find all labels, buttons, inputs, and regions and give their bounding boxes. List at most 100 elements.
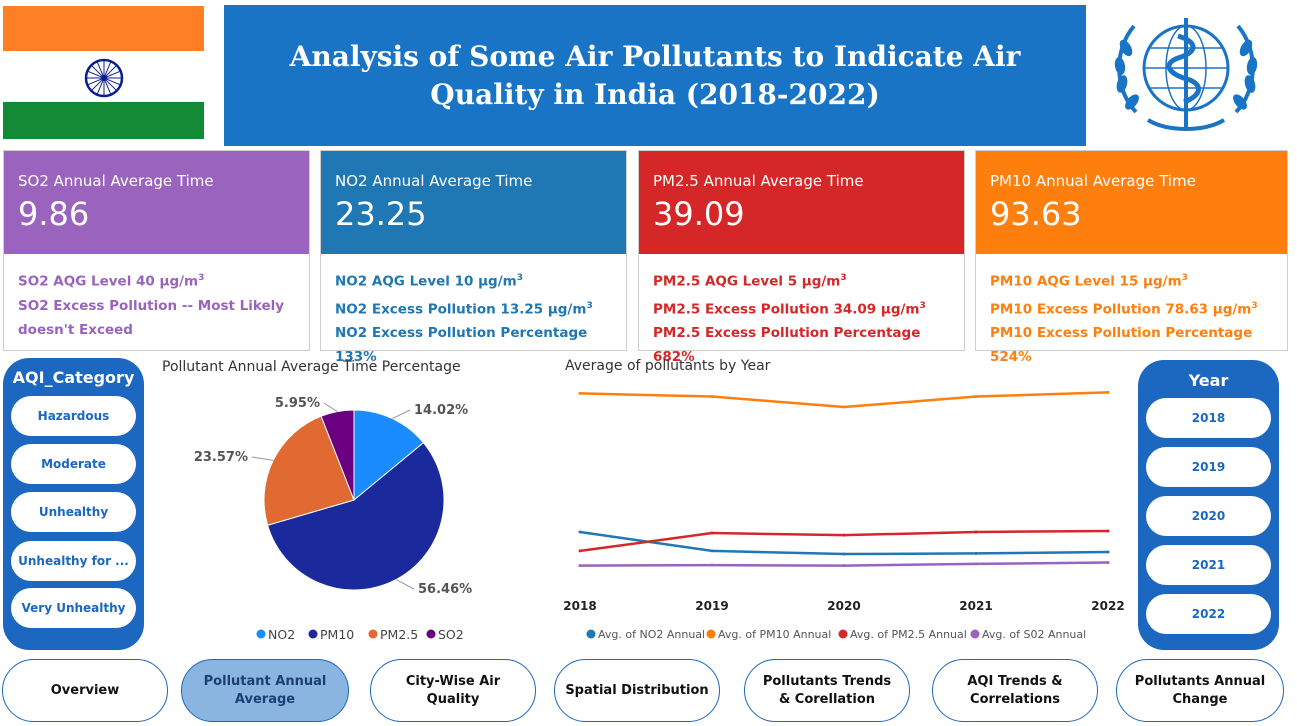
aqi-option-moderate[interactable]: Moderate (11, 444, 136, 484)
pie-slice-so2[interactable] (320, 409, 355, 501)
pm10-card-value: 93.63 (990, 195, 1082, 233)
line-point-avg-of-pm10-annual-2020[interactable] (842, 405, 846, 409)
no2-card: NO2 Annual Average Time 23.25 NO2 AQG Le… (320, 150, 627, 365)
pie-legend-marker-pm2-5 (368, 629, 378, 639)
so2-card-title: SO2 Annual Average Time (18, 172, 214, 190)
pm25-card-title: PM2.5 Annual Average Time (653, 172, 864, 190)
line-point-avg-of-pm2-5-annual-2018[interactable] (578, 549, 582, 553)
line-point-avg-of-s02-annual-2021[interactable] (974, 562, 978, 566)
nav-spatial-distribution-button[interactable]: Spatial Distribution (554, 659, 720, 722)
so2-aqg-level: SO2 AQG Level 40 μg/m3 (18, 273, 205, 290)
pie-slice-pm10[interactable] (266, 442, 445, 591)
line-point-avg-of-pm10-annual-2018[interactable] (578, 391, 582, 395)
line-legend-label-avg-of-no2-annual[interactable]: Avg. of NO2 Annual (598, 628, 705, 641)
line-point-avg-of-no2-annual-2022[interactable] (1106, 550, 1110, 554)
pie-legend-marker-no2 (256, 629, 266, 639)
no2-aqg-level: NO2 AQG Level 10 μg/m3 (335, 273, 523, 290)
year-option-2018[interactable]: 2018 (1146, 398, 1271, 438)
pie-legend-label-so2[interactable]: SO2 (438, 627, 464, 642)
line-chart: 2018 2019 2020 2021 2022 Avg. of NO2 Annual Av… (563, 390, 1125, 641)
line-point-avg-of-no2-annual-2019[interactable] (710, 549, 714, 553)
pie-slice-no2[interactable] (353, 409, 425, 502)
so2-card: SO2 Annual Average Time 9.86 SO2 AQG Lev… (3, 150, 310, 351)
line-point-avg-of-pm10-annual-2019[interactable] (710, 395, 714, 399)
pie-legend-label-pm2-5[interactable]: PM2.5 (380, 627, 418, 642)
nav-city-wise-air-quality-button[interactable]: City-Wise Air Quality (370, 659, 536, 722)
line-legend-marker-avg-of-pm10-annual (706, 629, 716, 639)
line-point-avg-of-pm2-5-annual-2019[interactable] (710, 531, 714, 535)
line-legend-label-avg-of-pm10-annual[interactable]: Avg. of PM10 Annual (718, 628, 831, 641)
pie-leader-line-pm2-5 (251, 456, 274, 461)
x-tick-label-2019: 2019 (695, 599, 728, 613)
line-series-avg-of-pm10-annual[interactable] (579, 391, 1109, 409)
no2-excess-percentage: NO2 Excess Pollution Percentage 133% (335, 325, 588, 365)
pm10-excess-percentage: PM10 Excess Pollution Percentage 524% (990, 325, 1253, 365)
pm25-card: PM2.5 Annual Average Time 39.09 PM2.5 AQ… (638, 150, 965, 365)
line-point-avg-of-no2-annual-2021[interactable] (974, 551, 978, 555)
line-point-avg-of-s02-annual-2018[interactable] (578, 564, 582, 568)
nav-pollutant-annual-average-button[interactable]: Pollutant Annual Average (181, 659, 349, 722)
pie-chart: 14.02% 56.46% 23.57% 5.95% NO2 PM10 PM2.5 SO2 (194, 396, 472, 642)
line-point-avg-of-s02-annual-2019[interactable] (710, 563, 714, 567)
pm25-excess-pollution: PM2.5 Excess Pollution 34.09 μg/m3 (653, 300, 926, 318)
aqi-slicer-title: AQI_Category (12, 368, 135, 387)
aqi-option-unhealthy[interactable]: Unhealthy (11, 492, 136, 532)
nav-overview-button[interactable]: Overview (2, 659, 168, 722)
aqi-option-hazardous[interactable]: Hazardous (11, 396, 136, 436)
line-point-avg-of-s02-annual-2022[interactable] (1106, 560, 1110, 564)
pm10-excess-pollution: PM10 Excess Pollution 78.63 μg/m3 (990, 300, 1258, 318)
year-option-2022[interactable]: 2022 (1146, 594, 1271, 634)
x-tick-label-2018: 2018 (563, 599, 596, 613)
pm25-card-value: 39.09 (653, 195, 745, 233)
no2-excess-pollution: NO2 Excess Pollution 13.25 μg/m3 (335, 300, 593, 318)
x-tick-label-2020: 2020 (827, 599, 860, 613)
x-tick-label-2021: 2021 (959, 599, 992, 613)
year-slicer: Year 2018 2019 2020 2021 2022 (1138, 360, 1279, 650)
title-banner: Analysis of Some Air Pollutants to Indic… (224, 5, 1086, 146)
no2-card-value: 23.25 (335, 195, 427, 233)
aqi-option-very-unhealthy[interactable]: Very Unhealthy (11, 588, 136, 628)
line-point-avg-of-no2-annual-2018[interactable] (578, 530, 582, 534)
so2-excess-pollution: SO2 Excess Pollution -- Most Likely does… (18, 297, 285, 338)
line-point-avg-of-pm2-5-annual-2021[interactable] (974, 530, 978, 534)
pm10-card: PM10 Annual Average Time 93.63 PM10 AQG … (975, 150, 1288, 365)
line-point-avg-of-pm2-5-annual-2020[interactable] (842, 533, 846, 537)
line-point-avg-of-pm10-annual-2021[interactable] (974, 395, 978, 399)
pie-leader-line-no2 (392, 409, 411, 420)
pie-chart-title: Pollutant Annual Average Time Percentage (162, 359, 461, 375)
pm25-aqg-level: PM2.5 AQG Level 5 μg/m3 (653, 273, 847, 290)
who-logo-icon (1114, 18, 1258, 131)
year-option-2021[interactable]: 2021 (1146, 545, 1271, 585)
line-legend-label-avg-of-pm2-5-annual[interactable]: Avg. of PM2.5 Annual (850, 628, 967, 641)
line-legend-marker-avg-of-pm2-5-annual (838, 629, 848, 639)
year-option-2019[interactable]: 2019 (1146, 447, 1271, 487)
pie-data-label-so2: 5.95% (275, 396, 320, 411)
line-legend-marker-avg-of-s02-annual (970, 629, 980, 639)
nav-pollutants-annual-change-button[interactable]: Pollutants Annual Change (1116, 659, 1284, 722)
year-option-2020[interactable]: 2020 (1146, 496, 1271, 536)
line-point-avg-of-pm2-5-annual-2022[interactable] (1106, 529, 1110, 533)
pie-data-label-pm2-5: 23.57% (194, 450, 248, 465)
pie-legend-label-pm10[interactable]: PM10 (320, 627, 354, 642)
line-legend-label-avg-of-s02-annual[interactable]: Avg. of S02 Annual (982, 628, 1086, 641)
pie-data-label-no2: 14.02% (414, 403, 468, 418)
pie-leader-line-so2 (323, 402, 338, 412)
year-slicer-title: Year (1188, 371, 1229, 390)
line-point-avg-of-pm10-annual-2022[interactable] (1106, 390, 1110, 394)
line-point-avg-of-s02-annual-2020[interactable] (842, 564, 846, 568)
pie-legend-marker-pm10 (308, 629, 318, 639)
x-tick-label-2022: 2022 (1091, 599, 1124, 613)
ashoka-chakra-icon (84, 58, 124, 98)
pie-leader-line-pm10 (395, 579, 415, 590)
pie-legend-marker-so2 (426, 629, 436, 639)
nav-aqi-trends-button[interactable]: AQI Trends & Correlations (932, 659, 1098, 722)
aqi-option-unhealthy-for-sensitive[interactable]: Unhealthy for ... (11, 541, 136, 581)
nav-pollutants-trends-button[interactable]: Pollutants Trends & Corellation (744, 659, 910, 722)
line-point-avg-of-no2-annual-2020[interactable] (842, 552, 846, 556)
line-legend-marker-avg-of-no2-annual (586, 629, 596, 639)
so2-card-value: 9.86 (18, 195, 90, 233)
pm25-excess-percentage: PM2.5 Excess Pollution Percentage 682% (653, 325, 921, 365)
pm10-aqg-level: PM10 AQG Level 15 μg/m3 (990, 273, 1188, 290)
pie-legend-label-no2[interactable]: NO2 (268, 627, 295, 642)
line-chart-title: Average of pollutants by Year (565, 358, 771, 374)
